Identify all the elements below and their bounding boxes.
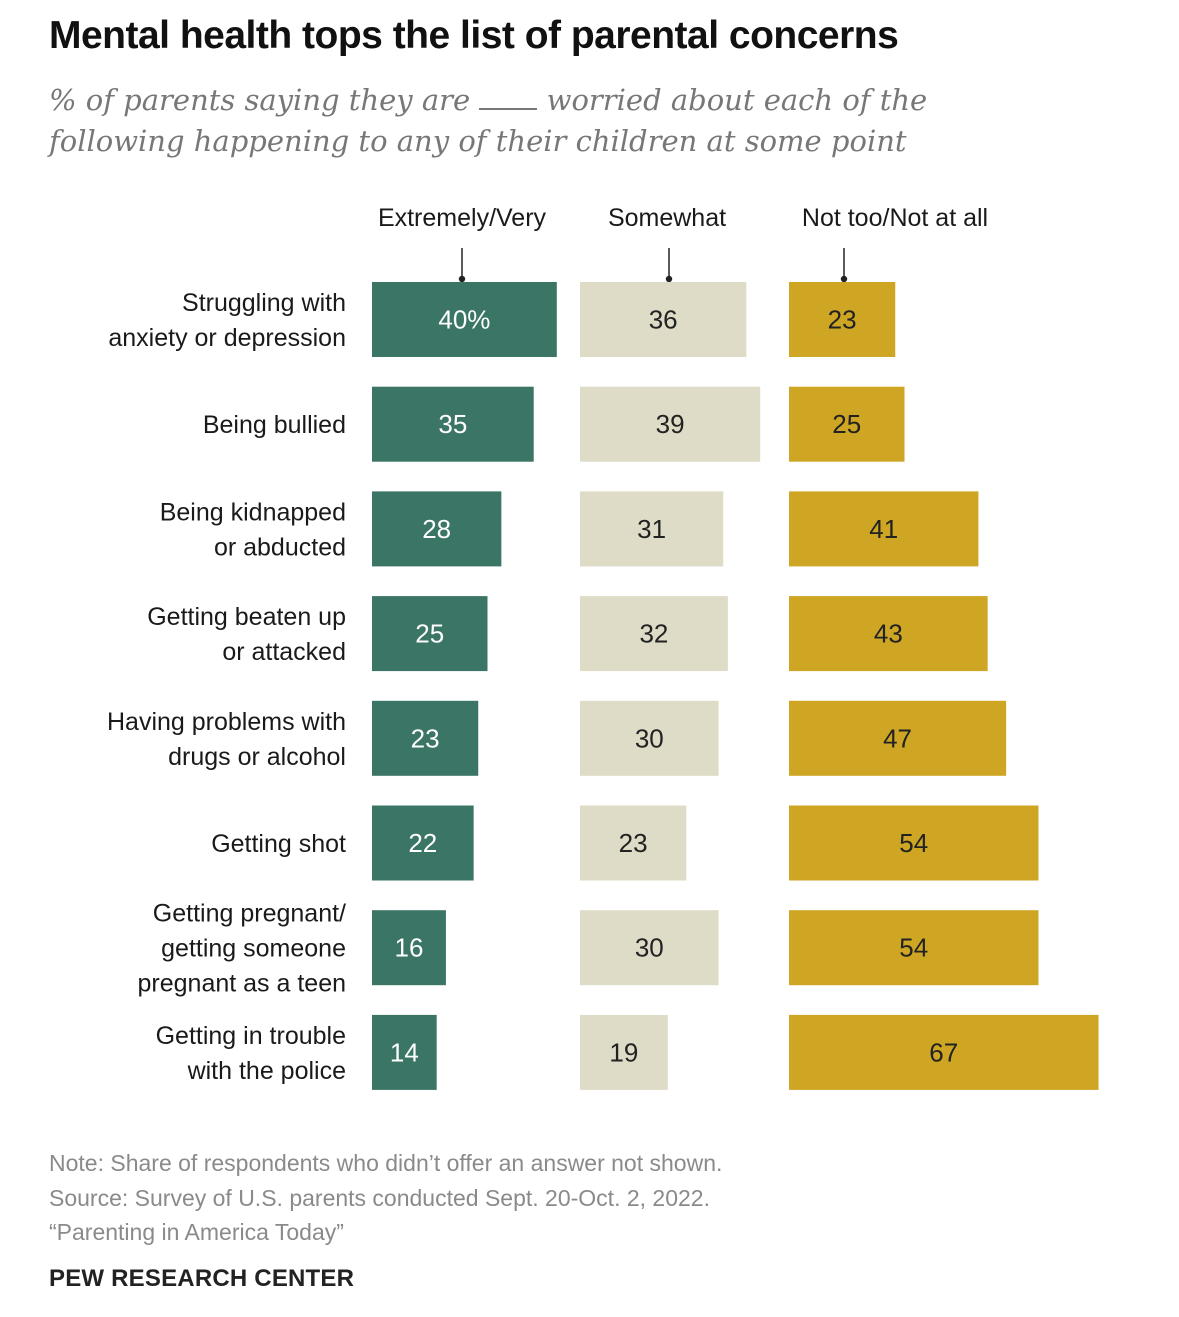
data-label: 41 xyxy=(869,514,898,544)
data-label: 23 xyxy=(619,828,648,858)
bar-2 xyxy=(789,1014,1099,1090)
data-label: 25 xyxy=(832,409,861,439)
category-label: drugs or alcohol xyxy=(168,743,346,771)
data-label: 23 xyxy=(828,305,857,335)
subtitle-blank xyxy=(479,82,538,110)
data-label: 19 xyxy=(609,1037,638,1067)
data-label: 54 xyxy=(899,828,928,858)
bar-1 xyxy=(580,596,728,672)
bar-1 xyxy=(580,910,719,986)
data-label: 31 xyxy=(637,514,666,544)
column-header-1: Somewhat xyxy=(608,204,726,232)
data-label: 67 xyxy=(929,1037,958,1067)
bar-1 xyxy=(580,805,687,881)
category-label: Being bullied xyxy=(203,411,346,439)
data-label: 35 xyxy=(438,409,467,439)
chart-subtitle: % of parents saying they are worried abo… xyxy=(49,80,1049,162)
data-label: 23 xyxy=(411,723,440,753)
bar-1 xyxy=(580,282,747,357)
bar-0 xyxy=(372,386,534,462)
data-label: 25 xyxy=(415,619,444,649)
category-label: or abducted xyxy=(214,533,346,561)
subtitle-part-2: worried about each of the following happ… xyxy=(49,83,928,158)
brand-logo-text: PEW RESEARCH CENTER xyxy=(49,1265,355,1292)
bar-1 xyxy=(580,1014,668,1090)
data-label: 14 xyxy=(390,1037,419,1067)
note-text: Note: Share of respondents who didn’t of… xyxy=(49,1150,723,1176)
data-label: 43 xyxy=(874,619,903,649)
chart-title: Mental health tops the list of parental … xyxy=(49,14,899,57)
bar-1 xyxy=(580,700,719,776)
column-header-dot-2 xyxy=(840,275,848,283)
data-label: 30 xyxy=(635,933,664,963)
bar-chart: Extremely/Very Somewhat Not too/Not at all… xyxy=(107,204,1099,1090)
category-label: Getting shot xyxy=(211,830,346,858)
column-header-0: Extremely/Very xyxy=(378,204,547,232)
category-label: Having problems with xyxy=(107,708,346,736)
report-title: “Parenting in America Today” xyxy=(49,1219,344,1245)
bar-2 xyxy=(789,491,979,567)
source-text: Source: Survey of U.S. parents conducted… xyxy=(49,1184,710,1211)
data-label: 22 xyxy=(408,828,437,858)
column-header-2: Not too/Not at all xyxy=(802,204,988,232)
data-label: 39 xyxy=(656,409,685,439)
data-label: 32 xyxy=(639,619,668,649)
bar-1 xyxy=(580,386,761,462)
column-header-dot-1 xyxy=(665,275,673,283)
bar-2 xyxy=(789,596,988,672)
bar-0 xyxy=(372,700,479,776)
bar-2 xyxy=(789,282,896,357)
subtitle-part-1: % of parents saying they are xyxy=(49,83,471,117)
data-label: 47 xyxy=(883,723,912,753)
bar-1 xyxy=(580,491,724,567)
bar-0 xyxy=(372,282,557,357)
bar-2 xyxy=(789,805,1039,881)
data-label: 36 xyxy=(649,305,678,335)
data-label: 28 xyxy=(422,514,451,544)
column-header-dot-0 xyxy=(458,275,466,283)
category-label: getting someone xyxy=(161,935,346,963)
bar-2 xyxy=(789,910,1039,986)
bar-0 xyxy=(372,910,446,986)
chart-notes: Note: Share of respondents who didn’t of… xyxy=(49,1146,722,1250)
category-label: Being kidnapped xyxy=(160,498,346,526)
bar-0 xyxy=(372,1014,437,1090)
bar-2 xyxy=(789,386,905,462)
data-label: 30 xyxy=(635,723,664,753)
bar-0 xyxy=(372,596,488,672)
category-label: Struggling with xyxy=(182,289,346,317)
category-label: or attacked xyxy=(222,638,346,666)
bar-0 xyxy=(372,805,474,881)
category-label: Getting in trouble xyxy=(156,1022,346,1050)
data-label: 40% xyxy=(438,305,490,335)
data-label: 16 xyxy=(394,933,423,963)
category-label: Getting beaten up xyxy=(147,603,346,631)
category-label: Getting pregnant/ xyxy=(153,900,346,928)
data-label: 54 xyxy=(899,933,928,963)
bar-0 xyxy=(372,491,502,567)
category-label: with the police xyxy=(187,1057,346,1085)
category-label: pregnant as a teen xyxy=(138,970,347,998)
category-label: anxiety or depression xyxy=(108,324,346,352)
bar-2 xyxy=(789,700,1007,776)
